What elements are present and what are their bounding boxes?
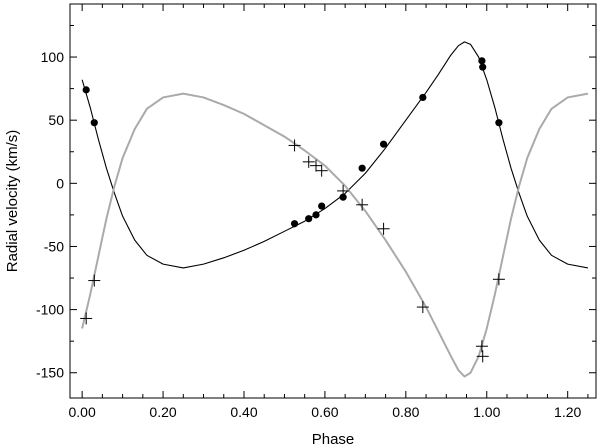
data-point-circle <box>312 211 320 219</box>
data-point-circle <box>339 193 347 201</box>
curves-layer <box>81 41 589 378</box>
y-tick-label: -150 <box>36 365 64 381</box>
x-tick-label: 0.80 <box>392 404 419 420</box>
x-tick-label: 0.00 <box>69 404 96 420</box>
y-tick-label: 0 <box>56 175 64 191</box>
data-point-circle <box>318 202 326 210</box>
x-axis-label: Phase <box>312 431 355 448</box>
model-curve-1 <box>81 41 589 269</box>
data-point-circle <box>82 86 90 94</box>
data-point-circle <box>478 57 486 65</box>
data-point-plus <box>356 198 369 211</box>
y-tick-label: -50 <box>44 238 64 254</box>
data-point-circle <box>90 119 98 127</box>
x-tick-label: 0.20 <box>149 404 176 420</box>
points-layer <box>80 57 505 363</box>
data-point-circle <box>379 140 388 148</box>
data-point-plus <box>377 222 390 235</box>
y-tick-label: 50 <box>48 112 64 128</box>
x-tick-label: 1.20 <box>554 404 581 420</box>
data-point-circle <box>495 119 503 127</box>
data-point-plus <box>492 273 505 286</box>
y-axis-label: Radial velocity (km/s) <box>4 130 21 273</box>
data-point-plus <box>310 159 323 172</box>
data-point-circle <box>479 63 487 71</box>
data-point-plus <box>288 139 301 152</box>
data-point-plus <box>88 274 101 287</box>
x-tick-label: 1.00 <box>473 404 500 420</box>
data-point-circle <box>290 220 299 228</box>
data-point-circle <box>305 215 313 223</box>
data-point-plus <box>80 312 93 325</box>
x-axis-ticks: 0.00 0.20 0.40 0.60 0.80 1.00 1.20 <box>69 4 589 420</box>
data-point-circle <box>358 164 366 172</box>
data-point-plus <box>475 340 488 353</box>
y-axis-ticks: -150 -100 -50 0 50 100 <box>36 24 596 381</box>
data-point-plus <box>476 350 489 363</box>
plot-frame <box>69 3 597 399</box>
x-tick-label: 0.60 <box>311 404 338 420</box>
data-point-plus <box>337 184 350 197</box>
y-tick-label: 100 <box>41 49 65 65</box>
data-point-plus <box>416 301 429 314</box>
y-tick-label: -100 <box>36 302 64 318</box>
data-point-plus <box>302 155 315 168</box>
x-tick-label: 0.40 <box>230 404 257 420</box>
data-point-plus <box>315 164 328 177</box>
data-point-circle <box>419 93 427 102</box>
model-curve-2 <box>81 92 589 378</box>
